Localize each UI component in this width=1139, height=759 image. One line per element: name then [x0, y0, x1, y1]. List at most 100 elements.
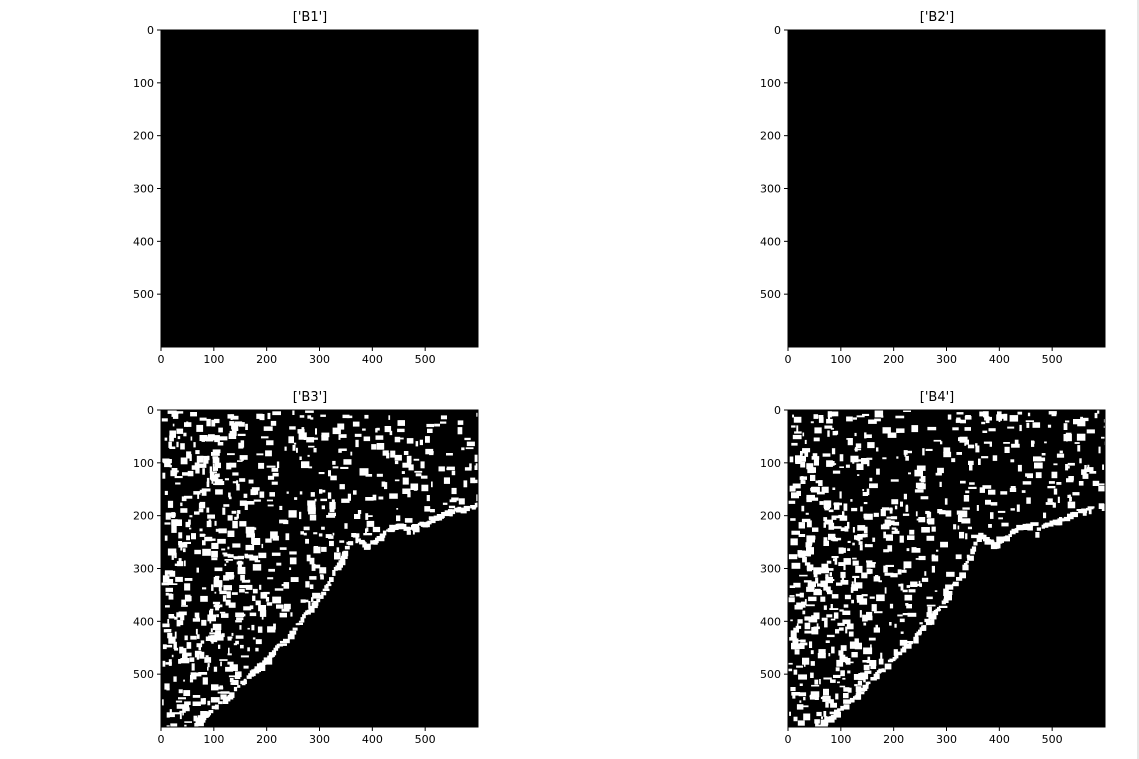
mask-pixel-block	[845, 658, 851, 665]
mask-pixel-block	[168, 614, 175, 619]
mask-pixel-block	[904, 594, 913, 601]
y-tick-label: 0	[147, 404, 154, 417]
mask-pixel-block	[194, 650, 202, 655]
mask-pixel-block	[859, 610, 862, 618]
mask-pixel-block	[376, 473, 383, 477]
mask-pixel-block	[312, 592, 321, 599]
mask-pixel-block	[959, 436, 968, 443]
mask-pixel-block	[867, 459, 870, 467]
mask-pixel-block	[890, 516, 898, 520]
mask-pixel-block	[164, 490, 168, 495]
mask-pixel-block	[215, 489, 223, 495]
mask-pixel-block	[1047, 424, 1052, 428]
mask-pixel-block	[871, 604, 877, 612]
mask-pixel-block	[179, 712, 182, 720]
mask-pixel-block	[396, 515, 401, 522]
mask-pixel-block	[332, 460, 336, 465]
mask-pixel-block	[201, 488, 207, 496]
mask-pixel-block	[224, 563, 227, 566]
mask-pixel-block	[195, 672, 202, 677]
mask-pixel-block	[1065, 464, 1069, 471]
mask-pixel-block	[952, 427, 959, 431]
mask-pixel-block	[825, 574, 829, 579]
mask-pixel-block	[896, 428, 905, 433]
mask-pixel-block	[789, 485, 796, 492]
mask-pixel-block	[235, 635, 244, 639]
mask-pixel-block	[855, 686, 862, 693]
mask-pixel-block	[396, 508, 399, 510]
mask-pixel-block	[255, 600, 261, 606]
mask-pixel-block	[817, 653, 826, 659]
mask-pixel-block	[808, 596, 817, 602]
mask-pixel-block	[801, 505, 805, 512]
mask-pixel-block	[205, 655, 209, 658]
mask-pixel-block	[914, 489, 924, 493]
mask-pixel-block	[1102, 464, 1104, 470]
mask-pixel-block	[190, 674, 197, 680]
mask-pixel-block	[237, 460, 243, 462]
mask-pixel-block	[851, 507, 858, 512]
mask-pixel-block	[823, 537, 828, 545]
coastline-mark	[918, 629, 922, 635]
mask-pixel-block	[234, 675, 241, 679]
mask-pixel-block	[796, 623, 799, 630]
mask-pixel-block	[799, 700, 802, 703]
mask-pixel-block	[211, 452, 220, 456]
mask-pixel-block	[900, 501, 903, 507]
mask-pixel-block	[196, 655, 200, 660]
mask-pixel-block	[1097, 410, 1100, 414]
mask-pixel-block	[900, 631, 904, 634]
mask-pixel-block	[931, 554, 936, 560]
mask-pixel-block	[309, 576, 317, 580]
mask-pixel-block	[869, 477, 873, 482]
mask-pixel-block	[788, 500, 796, 504]
mask-pixel-block	[964, 442, 967, 446]
mask-pixel-block	[1011, 443, 1020, 448]
mask-pixel-block	[856, 463, 864, 470]
mask-pixel-block	[880, 652, 883, 660]
mask-pixel-block	[1053, 463, 1058, 466]
mask-pixel-block	[219, 659, 228, 661]
mask-pixel-block	[334, 552, 341, 560]
mask-pixel-block	[865, 434, 872, 438]
mask-pixel-block	[314, 498, 317, 502]
mask-pixel-block	[222, 552, 228, 555]
mask-pixel-block	[967, 518, 970, 524]
mask-pixel-block	[194, 612, 200, 618]
mask-pixel-block	[964, 427, 971, 431]
mask-pixel-block	[1094, 412, 1098, 419]
coastline-mark	[208, 710, 214, 714]
mask-pixel-block	[189, 679, 194, 683]
mask-pixel-block	[806, 535, 815, 543]
mask-pixel-block	[184, 578, 193, 581]
mask-pixel-block	[431, 481, 433, 488]
mask-pixel-block	[387, 427, 391, 431]
mask-pixel-block	[180, 545, 183, 551]
coastline-mark	[197, 720, 204, 727]
coastline-mark	[289, 630, 297, 635]
mask-pixel-block	[200, 698, 206, 705]
coastline-mark	[273, 647, 279, 651]
mask-pixel-block	[164, 437, 168, 441]
mask-pixel-block	[829, 608, 839, 610]
mask-pixel-block	[854, 638, 859, 643]
mask-pixel-block	[228, 492, 231, 498]
mask-pixel-block	[313, 448, 317, 453]
scrollbar-edge[interactable]	[1137, 0, 1139, 759]
mask-pixel-block	[406, 438, 414, 444]
mask-pixel-block	[251, 487, 260, 491]
mask-pixel-block	[899, 535, 904, 543]
coastline-mark	[843, 704, 850, 710]
mask-pixel-block	[169, 446, 176, 449]
mask-pixel-block	[161, 418, 168, 422]
mask-pixel-block	[202, 548, 211, 556]
mask-pixel-block	[861, 572, 868, 579]
mask-pixel-block	[828, 413, 831, 421]
mask-pixel-block	[176, 619, 181, 627]
mask-pixel-block	[1080, 417, 1089, 422]
mask-pixel-block	[305, 538, 309, 544]
mask-pixel-block	[245, 526, 255, 534]
mask-pixel-block	[166, 725, 170, 730]
mask-pixel-block	[199, 528, 203, 532]
mask-pixel-block	[245, 584, 253, 590]
